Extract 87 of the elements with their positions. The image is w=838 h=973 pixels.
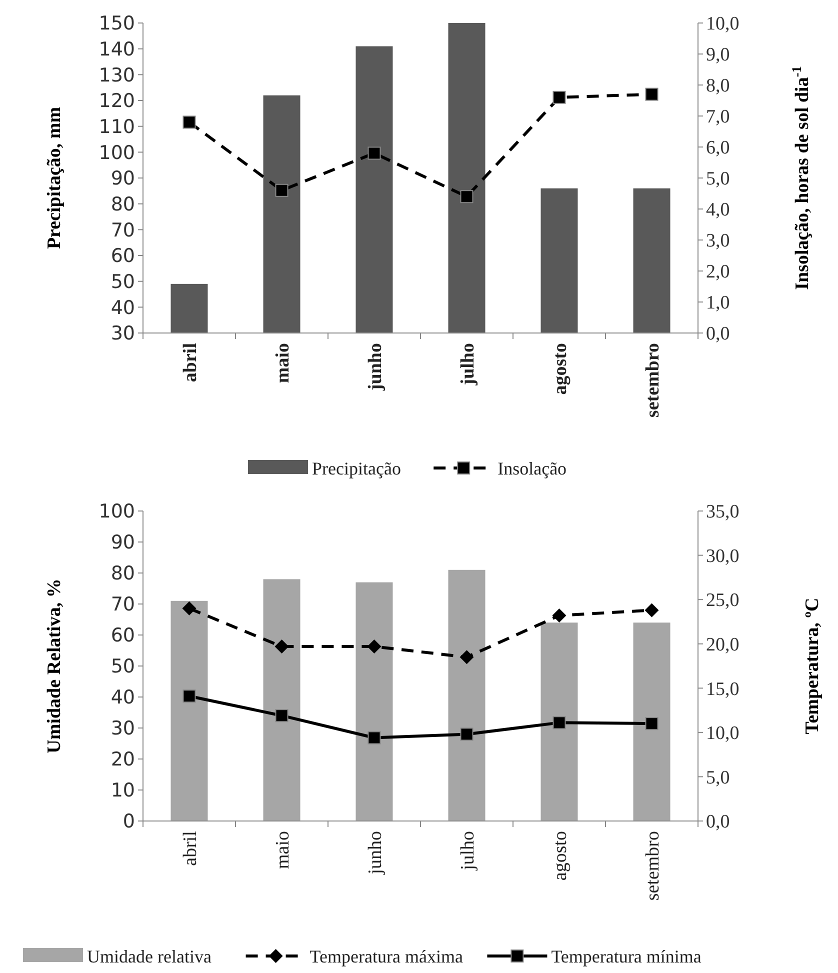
point xyxy=(275,709,288,722)
point xyxy=(552,90,566,104)
x-tick-label: setembro xyxy=(642,343,664,418)
y2-tick-label: 10,0 xyxy=(706,723,740,744)
y2-tick-label: 6,0 xyxy=(706,138,730,159)
y2-tick-label: 3,0 xyxy=(706,230,730,252)
y-tick-label: 90 xyxy=(110,532,135,554)
x-tick-label: abril xyxy=(180,343,201,382)
bar xyxy=(540,622,578,821)
y2-tick-label: 0,0 xyxy=(706,812,730,833)
y-tick-label: 120 xyxy=(98,90,135,112)
y2-tick-label: 4,0 xyxy=(706,200,730,221)
x-tick-label: junho xyxy=(364,831,386,876)
point xyxy=(275,184,288,197)
point xyxy=(368,146,381,160)
legend-label: Temperatura máxima xyxy=(310,946,463,966)
y2-tick-label: 9,0 xyxy=(706,44,730,66)
legend-label: Umidade relativa xyxy=(87,946,212,966)
y2-tick-label: 5,0 xyxy=(706,168,730,190)
bar xyxy=(633,622,670,821)
y2-tick-label: 25,0 xyxy=(706,590,740,612)
bar xyxy=(170,600,208,821)
y-tick-label: 100 xyxy=(98,142,135,164)
bar xyxy=(263,579,300,821)
y2-tick-label: 20,0 xyxy=(706,634,740,656)
y-tick-label: 60 xyxy=(110,245,135,268)
legend-label: Precipitação xyxy=(312,458,401,478)
point xyxy=(552,608,566,623)
y2-tick-label: 10,0 xyxy=(706,14,740,35)
y2-axis-title: Temperatura, ºC xyxy=(802,598,823,734)
x-tick-label: maio xyxy=(272,831,294,869)
y-tick-label: 150 xyxy=(98,12,135,35)
x-tick-label: maio xyxy=(272,343,294,384)
y2-tick-label: 5,0 xyxy=(706,767,730,788)
y2-tick-label: 2,0 xyxy=(706,262,730,283)
point xyxy=(182,690,196,703)
x-tick-label: julho xyxy=(457,343,478,386)
y-tick-label: 80 xyxy=(110,562,135,585)
y-tick-label: 110 xyxy=(98,116,135,138)
legend-label: Temperatura mínima xyxy=(551,946,702,966)
y-tick-label: 40 xyxy=(110,686,135,709)
y-tick-label: 30 xyxy=(110,718,135,740)
x-tick-label: julho xyxy=(457,831,478,872)
y2-tick-label: 1,0 xyxy=(706,292,730,314)
point xyxy=(645,717,658,730)
x-tick-label: abril xyxy=(180,831,201,866)
y-tick-label: 50 xyxy=(110,270,135,293)
legend-label: Insolação xyxy=(498,458,567,478)
point xyxy=(644,603,659,618)
y-tick-label: 50 xyxy=(110,656,135,678)
point xyxy=(368,731,381,744)
bar xyxy=(448,570,486,821)
y-tick-label: 40 xyxy=(110,296,135,319)
y-tick-label: 90 xyxy=(110,168,135,190)
x-tick-label: agosto xyxy=(550,831,571,881)
point xyxy=(182,116,196,129)
y-tick-label: 60 xyxy=(110,624,135,647)
y-tick-label: 100 xyxy=(98,500,135,523)
y-tick-label: 70 xyxy=(110,219,135,242)
y-axis-title: Precipitação, mm xyxy=(44,106,65,250)
point xyxy=(460,728,474,741)
y2-tick-label: 35,0 xyxy=(706,502,740,523)
point xyxy=(460,190,474,204)
y-tick-label: 70 xyxy=(110,594,135,616)
y-tick-label: 30 xyxy=(110,322,135,345)
x-tick-label: agosto xyxy=(550,343,571,395)
y2-tick-label: 15,0 xyxy=(706,678,740,700)
x-tick-label: junho xyxy=(364,343,386,392)
y-tick-label: 10 xyxy=(110,780,135,802)
y2-tick-label: 7,0 xyxy=(706,106,730,128)
y2-tick-label: 0,0 xyxy=(706,324,730,345)
point xyxy=(552,716,566,730)
y2-tick-label: 30,0 xyxy=(706,546,740,567)
y-tick-label: 20 xyxy=(110,748,135,771)
point xyxy=(274,640,289,654)
point xyxy=(460,650,474,664)
y-axis-title: Umidade Relativa, % xyxy=(44,578,65,754)
point xyxy=(367,640,382,654)
y-tick-label: 130 xyxy=(98,64,135,86)
x-tick-label: setembro xyxy=(642,831,664,901)
bar xyxy=(356,582,393,821)
y-tick-label: 140 xyxy=(98,38,135,60)
y2-tick-label: 8,0 xyxy=(706,76,730,97)
y-tick-label: 80 xyxy=(110,193,135,216)
point xyxy=(645,88,658,101)
point xyxy=(182,601,196,616)
y-tick-label: 0 xyxy=(122,810,135,833)
